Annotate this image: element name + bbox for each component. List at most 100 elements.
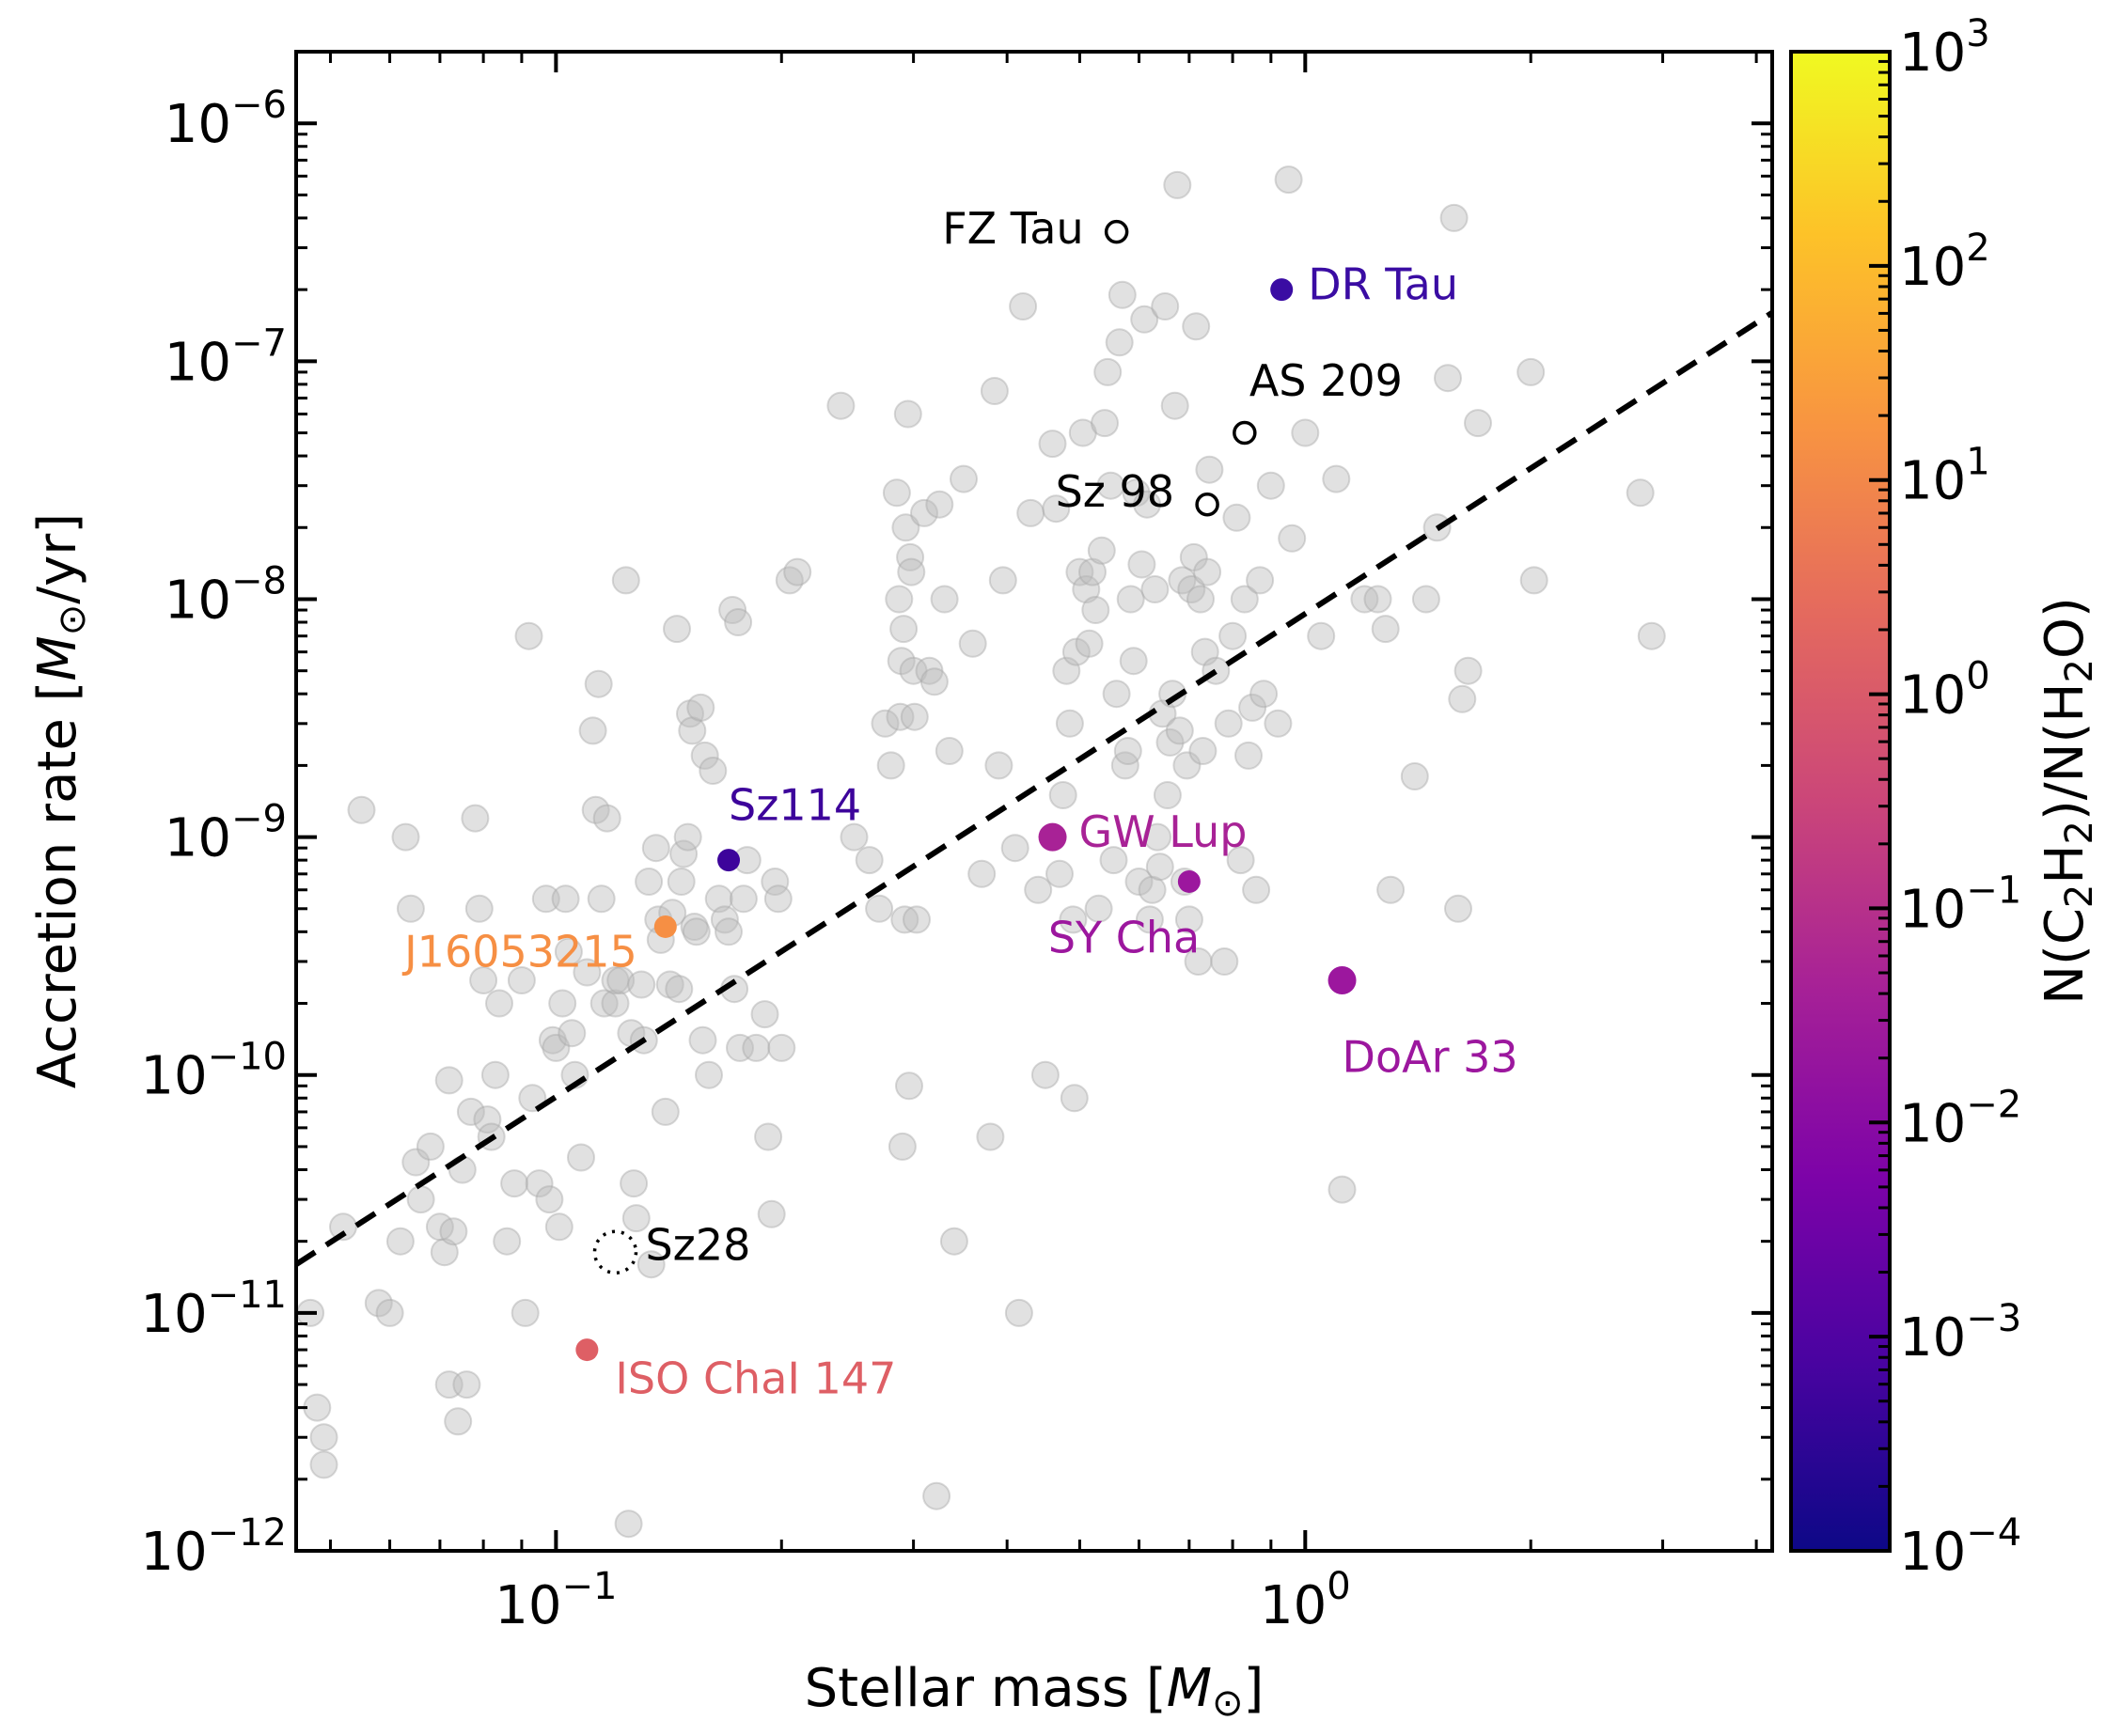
sample-point [1052, 656, 1081, 685]
x-axis-label: Stellar mass [M⊙] [805, 1658, 1265, 1725]
sample-point [1133, 490, 1162, 519]
sample-point [840, 822, 869, 852]
sample-point [1256, 471, 1285, 500]
sample-point [567, 1143, 595, 1172]
sample-point [935, 737, 964, 765]
sample-point [665, 975, 694, 1004]
sample-point [724, 608, 753, 636]
sample-point [1038, 430, 1067, 459]
sample-point [1444, 894, 1472, 923]
sample-point [1411, 585, 1440, 614]
sample-point [667, 868, 696, 896]
marker-sz28 [592, 1229, 638, 1275]
sample-point [480, 1060, 510, 1089]
sample-point [885, 585, 914, 614]
sample-point [1174, 905, 1203, 934]
sample-point [865, 894, 894, 923]
sample-point [1264, 709, 1293, 738]
sample-point [1108, 280, 1137, 309]
sample-point [375, 1298, 404, 1327]
sample-point [434, 1066, 463, 1095]
sample-point [461, 804, 490, 833]
x-tick-label: 10−1 [495, 1565, 617, 1636]
colorbar-tick-label: 101 [1899, 441, 1990, 512]
sample-point [1065, 557, 1094, 586]
sample-point [1234, 741, 1263, 770]
sample-point [925, 490, 954, 519]
sample-point [587, 884, 616, 914]
x-axis: 10−1 100 [328, 52, 1758, 1636]
sample-point [1105, 328, 1134, 357]
sample-point [1322, 464, 1351, 493]
sample-point [544, 1212, 573, 1242]
sample-point [887, 647, 916, 676]
sample-point [1042, 494, 1071, 524]
sample-point [538, 1025, 567, 1055]
label-as-209: AS 209 [1249, 355, 1403, 406]
marker-j16053215 [653, 915, 677, 938]
sample-point [1242, 875, 1271, 904]
sample-point [930, 585, 959, 614]
sample-point [589, 989, 619, 1018]
sample-point [1024, 875, 1053, 904]
sample-point [1182, 312, 1211, 341]
sample-point [1009, 292, 1038, 321]
colorbar-tick-label: 10−4 [1899, 1511, 2021, 1583]
label-dr-tau: DR Tau [1308, 259, 1458, 310]
colorbar-tick-label: 10−3 [1899, 1297, 2021, 1368]
y-axis-label: Accretion rate [M⊙/yr] [27, 513, 94, 1088]
marker-gw-lup [1038, 822, 1067, 852]
sample-point [391, 822, 420, 852]
sample-point [718, 596, 747, 624]
sample-point [1122, 478, 1151, 508]
sample-point [1238, 693, 1267, 722]
sample-point [663, 615, 691, 644]
sample-point [1218, 621, 1248, 650]
sample-point [1145, 852, 1174, 882]
y-tick-label: 10−10 [140, 1036, 287, 1107]
sample-point [551, 884, 580, 914]
y-tick-label: 10−6 [165, 84, 287, 155]
sample-point [1222, 503, 1251, 532]
sample-point [1091, 409, 1119, 438]
sample-point [621, 1204, 651, 1233]
sample-point [899, 656, 928, 685]
y-tick-label: 10−12 [140, 1511, 287, 1583]
sample-point [1195, 455, 1224, 484]
sample-point [1116, 585, 1145, 614]
sample-point [888, 1132, 917, 1161]
sample-point [1226, 846, 1255, 875]
sample-point [1274, 165, 1303, 195]
sample-point [1291, 418, 1320, 447]
label-j16053215: J16053215 [401, 926, 637, 977]
sample-point [855, 846, 884, 875]
sample-point [1153, 781, 1182, 809]
sample-point [464, 894, 494, 923]
sample-point [1307, 621, 1336, 650]
sample-point [1113, 737, 1142, 765]
sample-point [396, 894, 425, 923]
marker-doar-33 [1328, 966, 1357, 995]
sample-point [507, 966, 536, 994]
sample-point [452, 1370, 481, 1400]
sample-point [676, 699, 704, 728]
sample-point [1516, 357, 1546, 386]
sample-point [1130, 305, 1159, 334]
sample-point [1045, 859, 1074, 888]
sample-point [761, 868, 790, 896]
y-tick-label: 10−9 [165, 798, 287, 869]
sample-point [1004, 1298, 1033, 1327]
colorbar-tick-label: 10−2 [1899, 1083, 2021, 1154]
sample-point [1230, 585, 1259, 614]
sample-point [900, 702, 929, 731]
sample-point [525, 1169, 554, 1198]
sample-point [876, 751, 905, 780]
sample-point [1210, 947, 1239, 976]
sample-point [611, 566, 640, 595]
label-iso-chai-147: ISO ChaI 147 [615, 1353, 896, 1404]
label-doar-33: DoAr 33 [1343, 1032, 1518, 1083]
plot-frame [294, 50, 1774, 1553]
sample-point [1350, 585, 1379, 614]
sample-point [1188, 737, 1218, 765]
sample-point [750, 1000, 779, 1029]
